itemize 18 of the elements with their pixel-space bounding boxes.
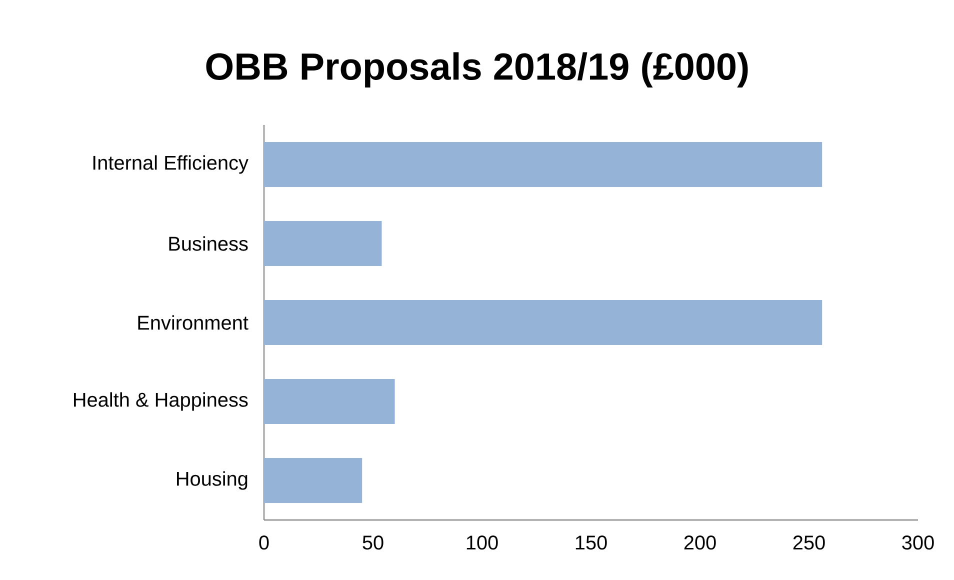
x-tick-label: 250 (793, 536, 825, 550)
y-tick-label: Health & Happiness (74, 392, 248, 411)
bar (264, 142, 822, 188)
bar (264, 458, 362, 504)
chart-title: OBB Proposals 2018/19 (£000) (206, 52, 748, 88)
y-tick-label: Environment (138, 315, 248, 330)
x-tick-label: 300 (902, 536, 934, 550)
y-tick-label: Business (169, 236, 248, 251)
y-tick-label: Internal Efficiency (93, 155, 248, 174)
bar (264, 300, 822, 346)
bar (264, 220, 382, 266)
x-tick-label: 50 (362, 536, 384, 550)
x-tick-label: 150 (576, 536, 607, 550)
bar (264, 378, 395, 424)
y-tick-label: Housing (177, 471, 248, 490)
x-tick-label: 0 (259, 536, 269, 550)
x-tick-label: 100 (466, 536, 498, 550)
x-tick-label: 200 (684, 536, 716, 550)
